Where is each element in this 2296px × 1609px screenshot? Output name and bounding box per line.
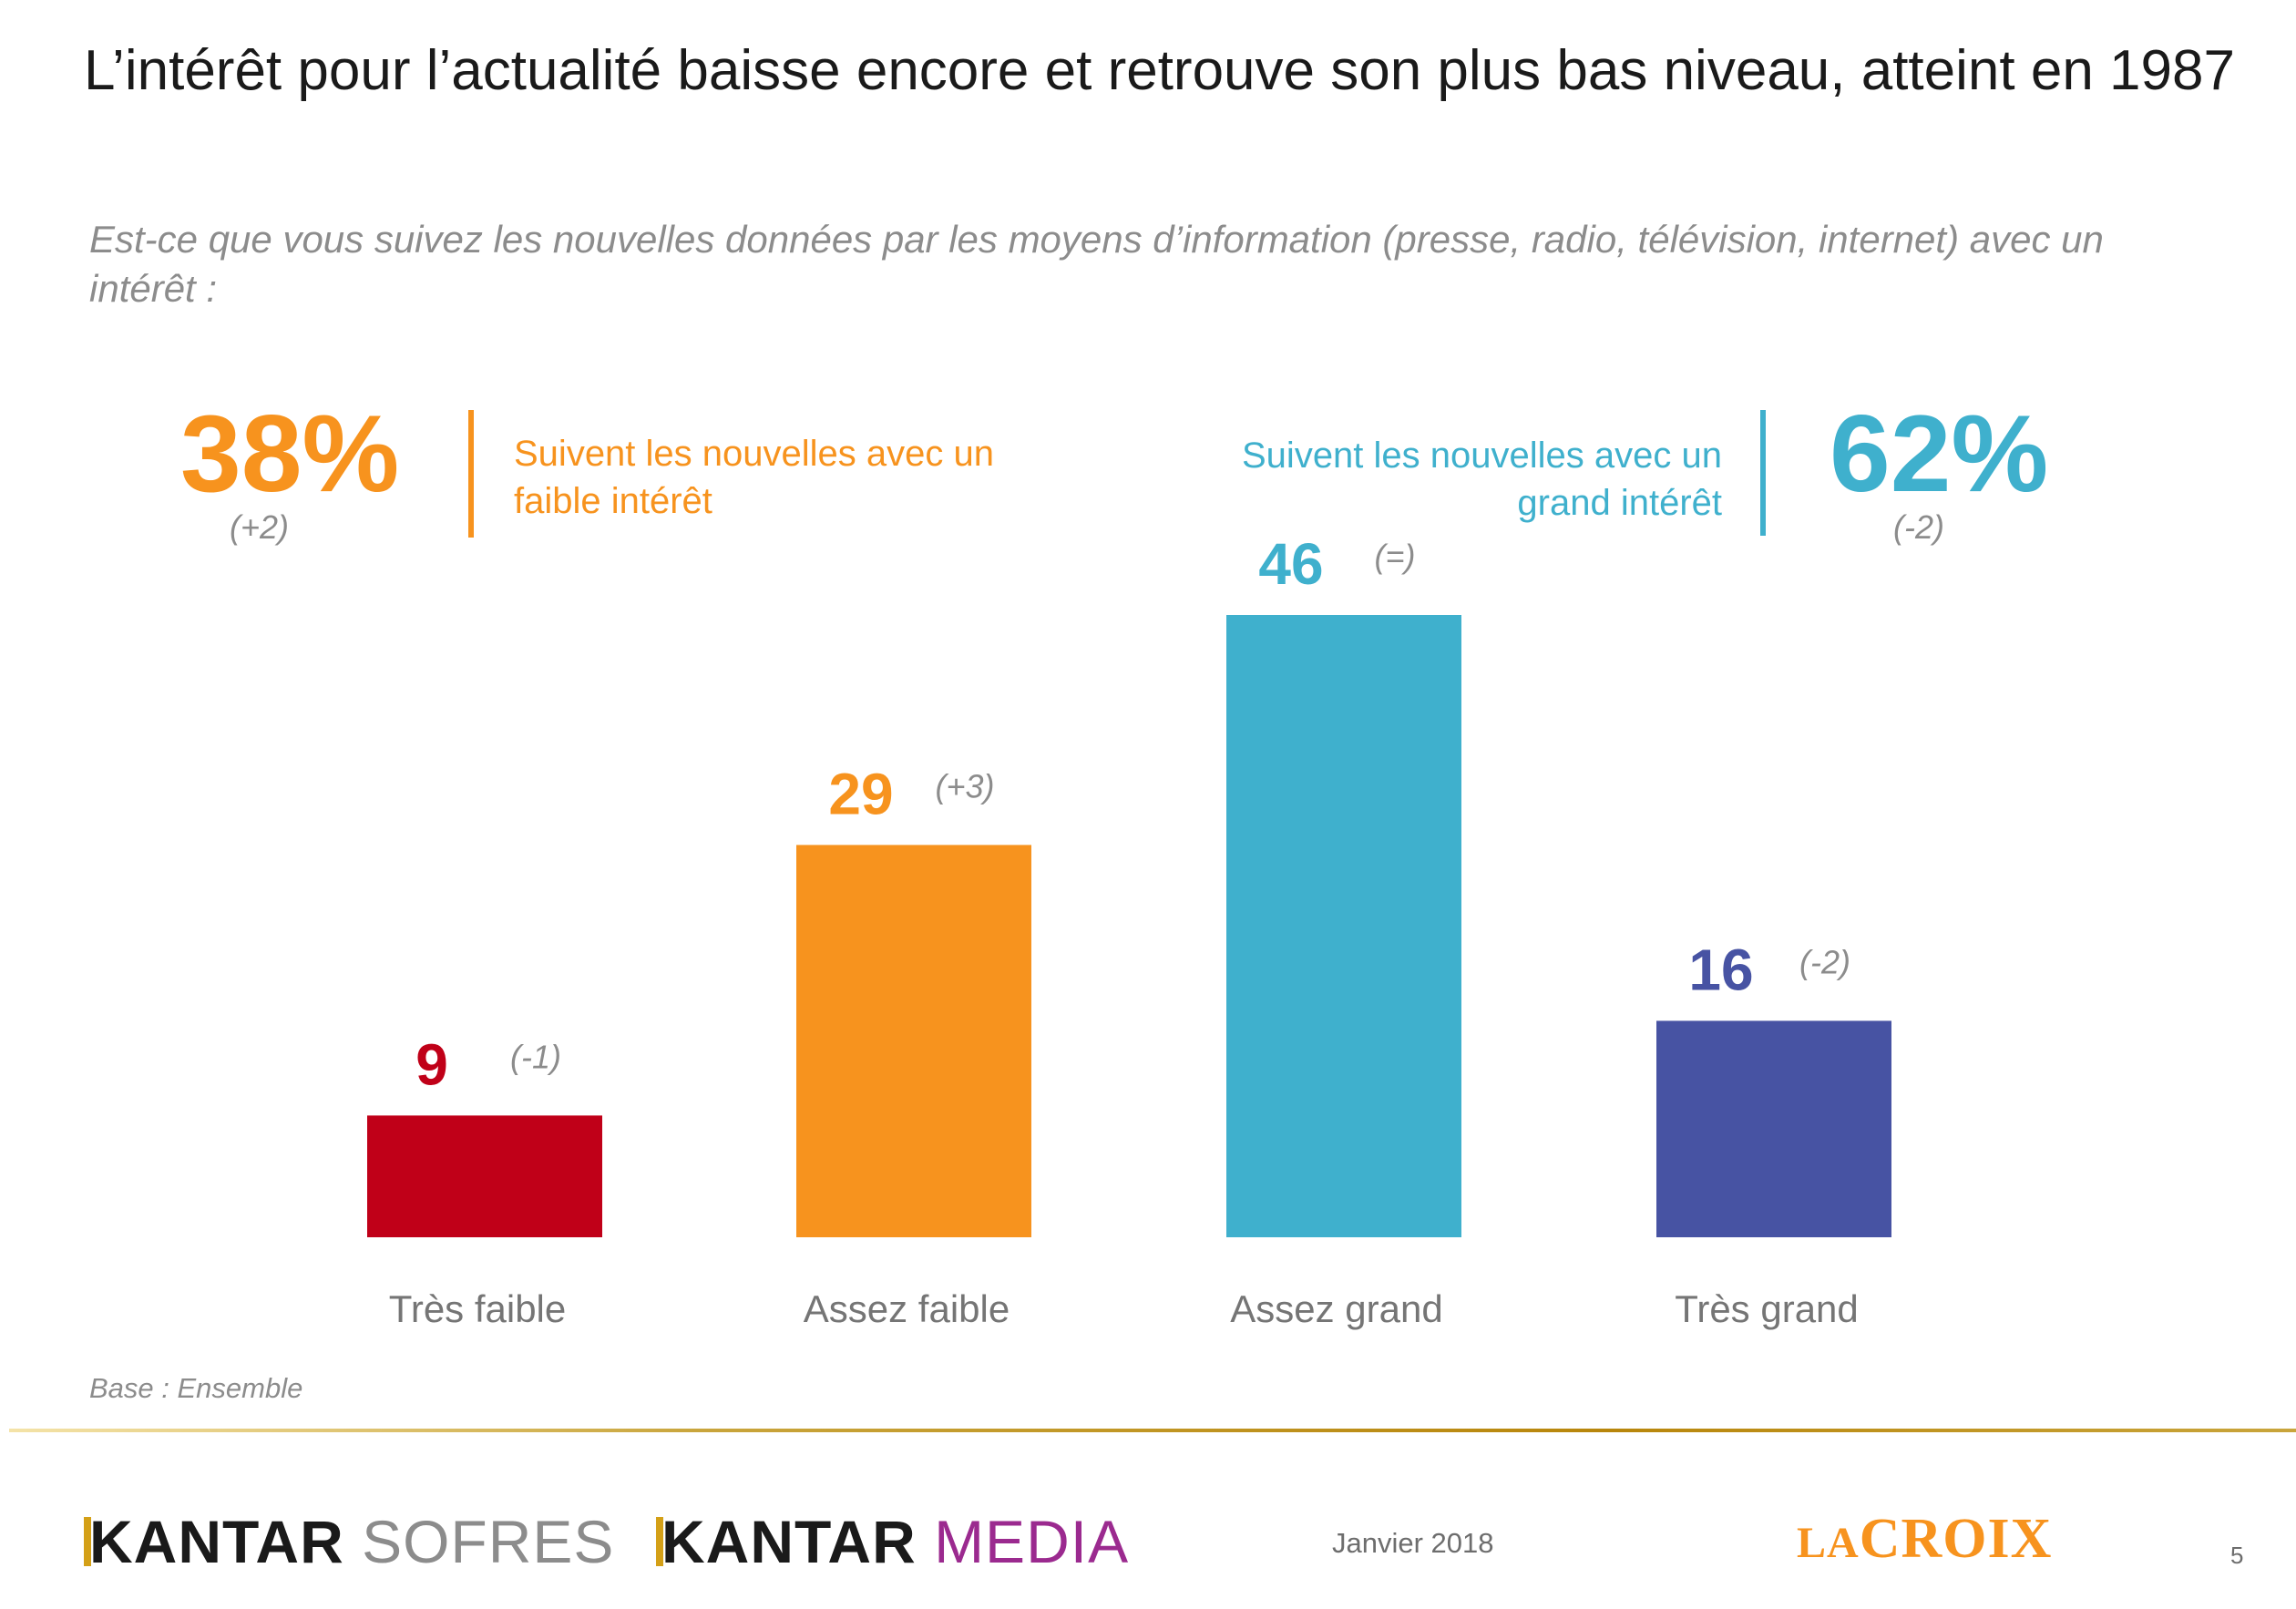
high-interest-divider: [1760, 410, 1766, 536]
low-interest-total: 38%: [180, 393, 400, 515]
survey-question: Est-ce que vous suivez les nouvelles don…: [89, 218, 2104, 310]
kantar-sofres-logo-kantar: KANTAR: [89, 1508, 344, 1575]
kantar-sofres-logo: KANTAR SOFRES: [84, 1507, 614, 1576]
la-croix-logo: LACROIX: [1797, 1507, 2052, 1572]
kantar-media-logo-media: MEDIA: [934, 1508, 1130, 1575]
value-label-tres-grand: 16: [1688, 937, 1753, 1002]
high-interest-label: Suivent les nouvelles avec un grand inté…: [1175, 432, 1722, 527]
bar-tres-grand: [1656, 1020, 1891, 1237]
low-interest-change: (+2): [230, 508, 290, 546]
high-interest-total: 62%: [1830, 393, 2049, 515]
low-interest-label: Suivent les nouvelles avec un faible int…: [514, 430, 994, 525]
footer-date: Janvier 2018: [1332, 1527, 1494, 1559]
high-interest-label-line1: Suivent les nouvelles avec un: [1242, 436, 1722, 476]
category-label-tres-grand: Très grand: [1675, 1287, 1859, 1330]
value-label-assez-faible: 29: [828, 761, 893, 826]
kantar-sofres-logo-sofres: SOFRES: [362, 1508, 615, 1575]
page-number: 5: [2230, 1542, 2244, 1569]
low-interest-divider: [468, 410, 474, 538]
category-label-assez-grand: Assez grand: [1230, 1287, 1442, 1330]
low-interest-label-line1: Suivent les nouvelles avec un: [514, 434, 994, 474]
category-label-tres-faible: Très faible: [389, 1287, 567, 1330]
value-label-assez-grand: 46: [1258, 531, 1323, 597]
base-note: Base : Ensemble: [89, 1372, 303, 1404]
category-label-assez-faible: Assez faible: [804, 1287, 1010, 1330]
low-interest-label-line2: faible intérêt: [514, 481, 712, 521]
page-title: L’intérêt pour l’actualité baisse encore…: [84, 39, 2235, 102]
footer-divider: [9, 1429, 2296, 1432]
change-label-assez-grand: (=): [1375, 538, 1416, 575]
change-label-assez-faible: (+3): [935, 767, 994, 804]
high-interest-label-line2: grand intérêt: [1517, 483, 1722, 523]
bar-assez-grand: [1226, 615, 1461, 1237]
la-croix-logo-croix: CROIX: [1859, 1508, 2053, 1570]
logo-accent-bar: [84, 1517, 91, 1566]
la-croix-logo-la: LA: [1797, 1519, 1860, 1567]
value-label-tres-faible: 9: [415, 1031, 448, 1097]
kantar-media-logo-kantar: KANTAR: [661, 1508, 917, 1575]
bar-assez-faible: [796, 845, 1031, 1237]
kantar-media-logo: KANTAR MEDIA: [656, 1507, 1129, 1576]
bar-tres-faible: [367, 1115, 602, 1237]
high-interest-change: (-2): [1893, 508, 1944, 546]
logo-accent-bar: [656, 1517, 663, 1566]
change-label-tres-faible: (-1): [510, 1038, 561, 1075]
change-label-tres-grand: (-2): [1799, 943, 1850, 980]
